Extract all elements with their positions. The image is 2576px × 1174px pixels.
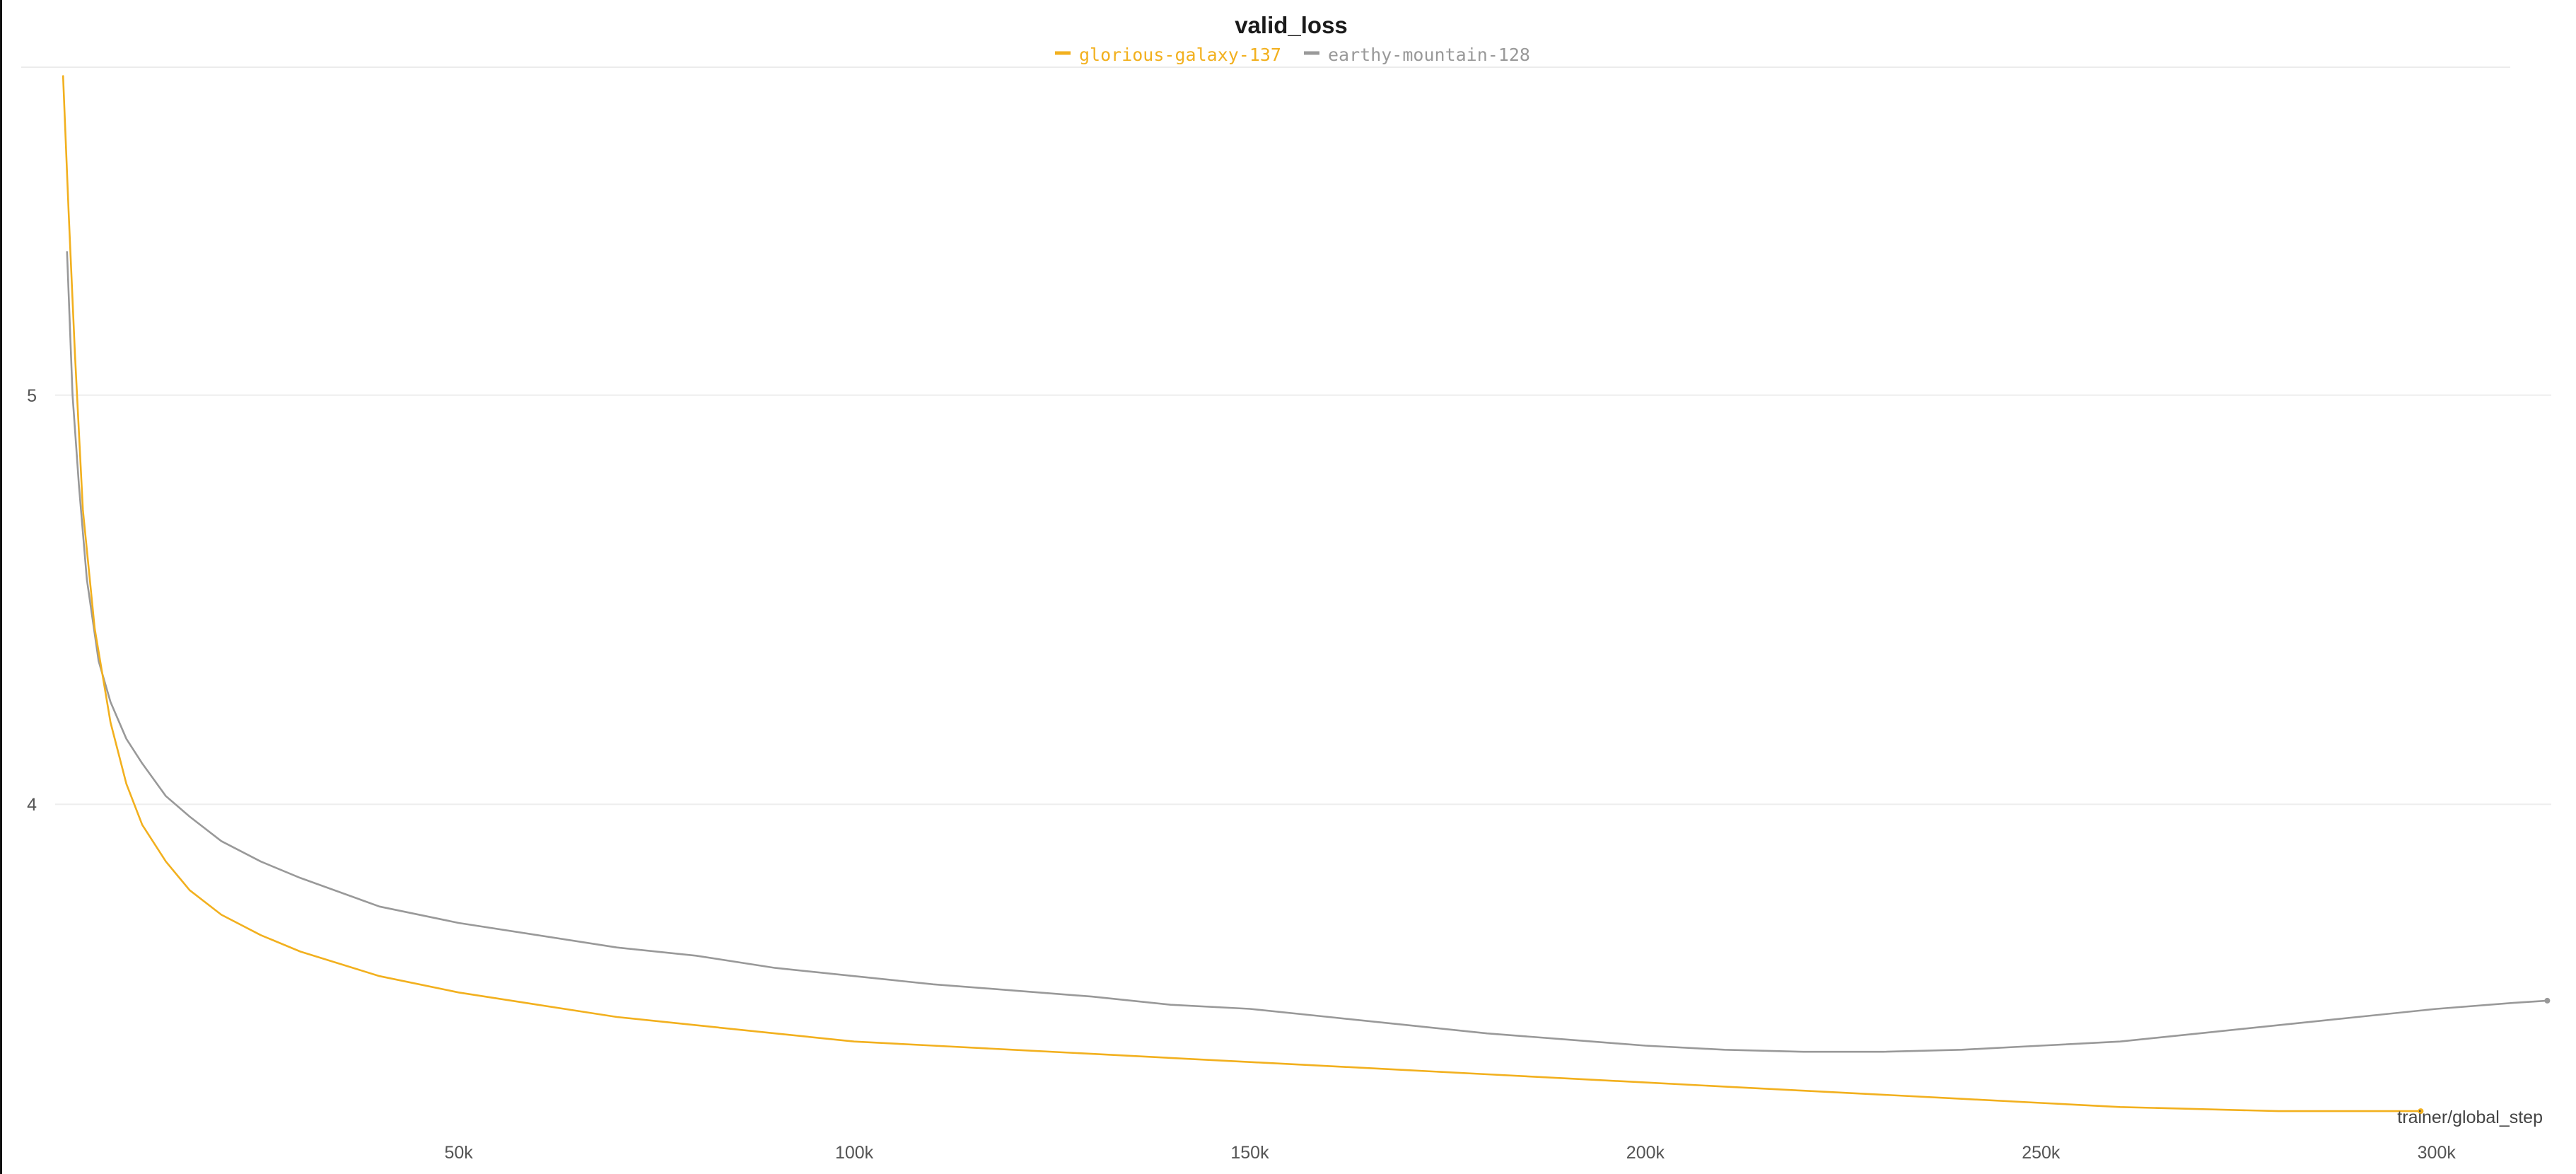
series-line-glorious-galaxy-137 (62, 75, 2422, 1112)
y-tick-label: 5 (27, 386, 37, 406)
x-tick-label: 200k (1626, 1143, 1665, 1163)
x-tick-label: 100k (835, 1143, 874, 1163)
series-end-point (2418, 1108, 2424, 1115)
x-tick-label: 150k (1230, 1143, 1269, 1163)
x-tick-label: 50k (444, 1143, 473, 1163)
series-lines (62, 75, 2551, 1115)
series-line-earthy-mountain-128 (66, 251, 2548, 1053)
chart-legend: glorious-galaxy-137 earthy-mountain-128 (1055, 45, 1530, 65)
legend-label: glorious-galaxy-137 (1079, 45, 1281, 65)
series-end-point (2544, 997, 2551, 1004)
x-axis-ticks: 50k 100k 150k 200k 250k 300k (444, 1143, 2456, 1163)
x-axis-label: trainer/global_step (2397, 1108, 2543, 1127)
x-tick-label: 300k (2418, 1143, 2456, 1163)
grid-lines (21, 66, 2551, 806)
legend-label: earthy-mountain-128 (1328, 45, 1530, 65)
left-border (0, 0, 2, 1174)
x-tick-label: 250k (2022, 1143, 2061, 1163)
y-tick-label: 4 (27, 795, 37, 815)
chart-title: valid_loss (1235, 12, 1348, 38)
y-axis-ticks: 54 (27, 386, 37, 815)
